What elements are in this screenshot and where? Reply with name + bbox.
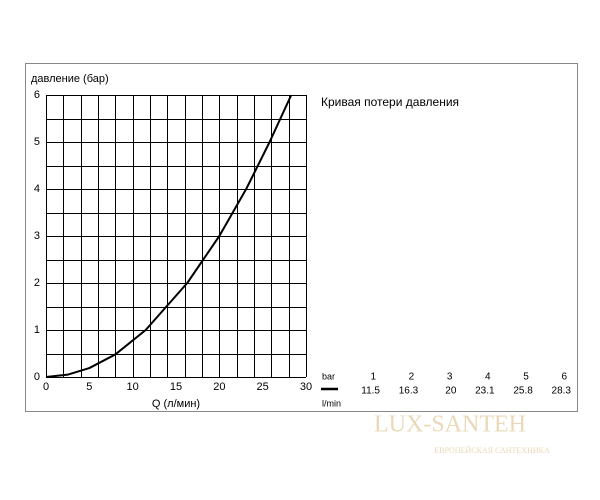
- x-axis-label: Q (л/мин): [152, 398, 200, 410]
- watermark-subtitle: ЕВРОПЕЙСКАЯ САНТЕХНИКА: [434, 446, 550, 455]
- y-tick-label: 1: [34, 324, 40, 336]
- table-cell: 3: [447, 372, 453, 383]
- table-cell: 1: [370, 372, 376, 383]
- x-tick-label: 10: [127, 381, 139, 393]
- table-cell: 28.3: [552, 386, 572, 397]
- table-row-label: bar: [322, 371, 335, 381]
- table-cell: 25.8: [513, 386, 533, 397]
- table-cell: 4: [485, 372, 491, 383]
- y-tick-label: 6: [34, 89, 40, 101]
- x-tick-label: 0: [43, 381, 49, 393]
- watermark-title: LUX-SANTEH: [374, 412, 526, 438]
- y-tick-label: 2: [34, 277, 40, 289]
- curve: [45, 94, 293, 378]
- table-cell: 11.5: [361, 386, 380, 397]
- y-tick-label: 4: [34, 183, 40, 195]
- y-tick-label: 5: [34, 136, 40, 148]
- x-tick-label: 20: [213, 381, 225, 393]
- chart-title: Кривая потери давления: [321, 95, 459, 109]
- y-axis-label: давление (бар): [31, 73, 109, 85]
- x-tick-label: 30: [300, 381, 312, 393]
- table-cell: 23.1: [475, 386, 495, 397]
- y-tick-label: 3: [34, 230, 40, 242]
- x-tick-label: 15: [170, 381, 182, 393]
- table-cell: 6: [561, 372, 567, 383]
- table-row-label: l/min: [322, 398, 341, 408]
- table-cell: 5: [523, 372, 529, 383]
- frame: [25, 63, 578, 412]
- table-cell: 16.3: [399, 386, 419, 397]
- x-tick-label: 25: [257, 381, 269, 393]
- table-cell: 2: [409, 372, 415, 383]
- y-tick-label: 0: [34, 371, 40, 383]
- table-cell: 20: [445, 386, 457, 397]
- x-tick-label: 5: [86, 381, 92, 393]
